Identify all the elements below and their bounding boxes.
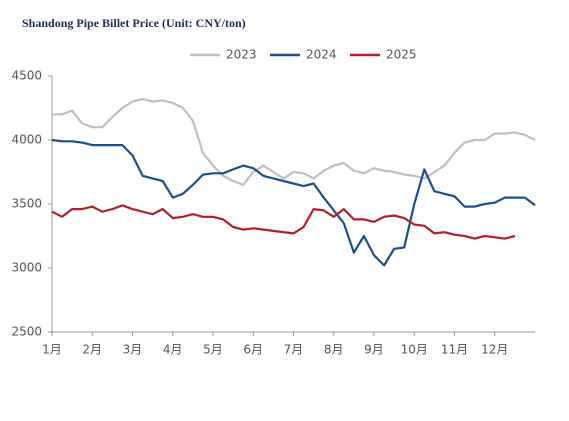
x-tick-label: 1月 <box>42 343 62 357</box>
x-tick-label: 12月 <box>481 343 508 357</box>
y-tick-label: 3000 <box>11 261 42 275</box>
x-tick-label: 8月 <box>324 343 344 357</box>
x-tick-label: 4月 <box>163 343 183 357</box>
x-tick-label: 9月 <box>364 343 384 357</box>
y-tick-label: 2500 <box>11 325 42 339</box>
series-line <box>51 204 516 240</box>
x-tick-label: 11月 <box>441 343 468 357</box>
y-tick-label: 4000 <box>11 133 42 147</box>
legend-label: 2025 <box>386 48 417 62</box>
legend-label: 2024 <box>306 48 337 62</box>
y-tick-label: 3500 <box>11 197 42 211</box>
x-tick-label: 5月 <box>203 343 223 357</box>
x-tick-label: 6月 <box>243 343 263 357</box>
x-tick-label: 10月 <box>401 343 428 357</box>
y-tick-label: 4500 <box>11 69 42 83</box>
chart-title: Shandong Pipe Billet Price (Unit: CNY/to… <box>22 16 246 30</box>
x-tick-label: 7月 <box>284 343 304 357</box>
series-line <box>52 97 536 186</box>
legend-label: 2023 <box>226 48 257 62</box>
x-tick-label: 2月 <box>82 343 102 357</box>
series-line <box>51 138 536 267</box>
x-tick-label: 3月 <box>123 343 143 357</box>
